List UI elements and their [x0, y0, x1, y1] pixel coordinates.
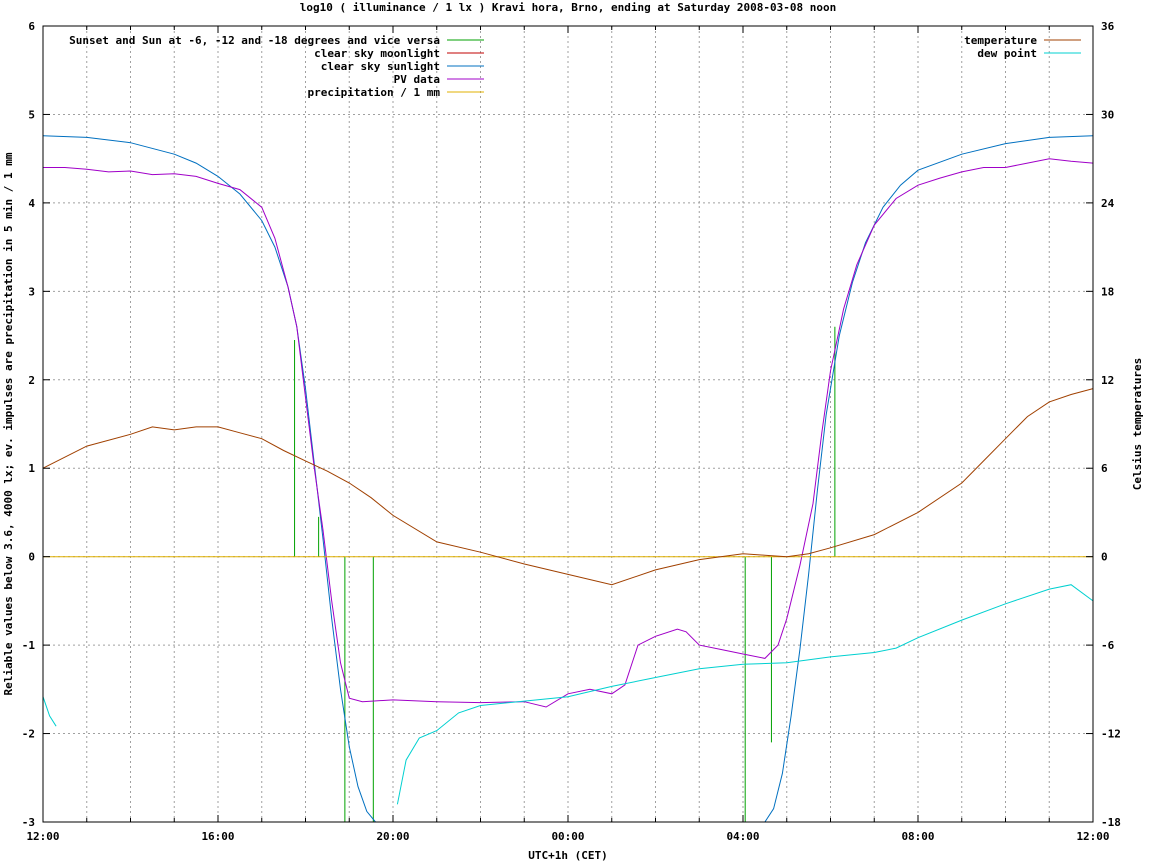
series-line-dew-point [396, 584, 1094, 805]
y2-tick-label: 30 [1101, 108, 1114, 121]
series-line-dew-point [42, 696, 57, 727]
legend-label: temperature [964, 34, 1037, 47]
y-tick-label: 0 [28, 551, 35, 564]
series-line-pv-data [43, 158, 1094, 708]
x-tick-label: 04:00 [726, 830, 759, 843]
data-series [42, 135, 1094, 823]
legend-label: precipitation / 1 mm [308, 86, 441, 99]
x-axis-label: UTC+1h (CET) [528, 849, 607, 862]
y2-tick-label: 24 [1101, 197, 1115, 210]
legend-left: Sunset and Sun at -6, -12 and -18 degree… [69, 34, 484, 99]
y-tick-label: 2 [28, 374, 35, 387]
y-axis-label: Reliable values below 3.6, 4000 lx; ev. … [2, 152, 15, 695]
y2-tick-label: 18 [1101, 285, 1114, 298]
y-tick-label: 5 [28, 108, 35, 121]
chart-title: log10 ( illuminance / 1 lx ) Kravi hora,… [300, 1, 836, 14]
series-line-temperature [42, 388, 1094, 586]
y2-tick-label: 12 [1101, 374, 1114, 387]
x-tick-label: 08:00 [901, 830, 934, 843]
y2-tick-label: 36 [1101, 20, 1115, 33]
legend-label: clear sky moonlight [314, 47, 440, 60]
x-tick-label: 12:00 [1076, 830, 1109, 843]
sunset-impulses [294, 326, 836, 822]
y-tick-label: 3 [28, 285, 35, 298]
y-tick-label: 4 [28, 197, 35, 210]
y-tick-label: -1 [22, 639, 36, 652]
x-tick-label: 12:00 [26, 830, 59, 843]
legend-label: PV data [394, 73, 440, 86]
y-tick-label: 6 [28, 20, 35, 33]
y2-tick-label: -6 [1101, 639, 1115, 652]
series-line-clear-sky-sunlight [42, 135, 1094, 823]
legend-label: clear sky sunlight [321, 60, 440, 73]
x-tick-label: 20:00 [376, 830, 409, 843]
x-tick-label: 00:00 [551, 830, 584, 843]
y-tick-label: -3 [22, 816, 35, 829]
y2-axis-label: Celsius temperatures [1131, 358, 1144, 490]
y2-tick-label: 0 [1101, 551, 1108, 564]
y2-tick-label: -18 [1101, 816, 1121, 829]
y-tick-label: 1 [28, 462, 35, 475]
legend-label: dew point [977, 47, 1037, 60]
axis-ticks: 12:00 16:00 20:00 00:00 04:00 08:00 12:00-3-2-… [22, 20, 1121, 843]
y-tick-label: -2 [22, 728, 35, 741]
x-tick-label: 16:00 [201, 830, 234, 843]
y2-tick-label: -12 [1101, 728, 1121, 741]
y2-tick-label: 6 [1101, 462, 1108, 475]
grid-lines [43, 26, 1093, 822]
legend-label: Sunset and Sun at -6, -12 and -18 degree… [69, 34, 440, 47]
